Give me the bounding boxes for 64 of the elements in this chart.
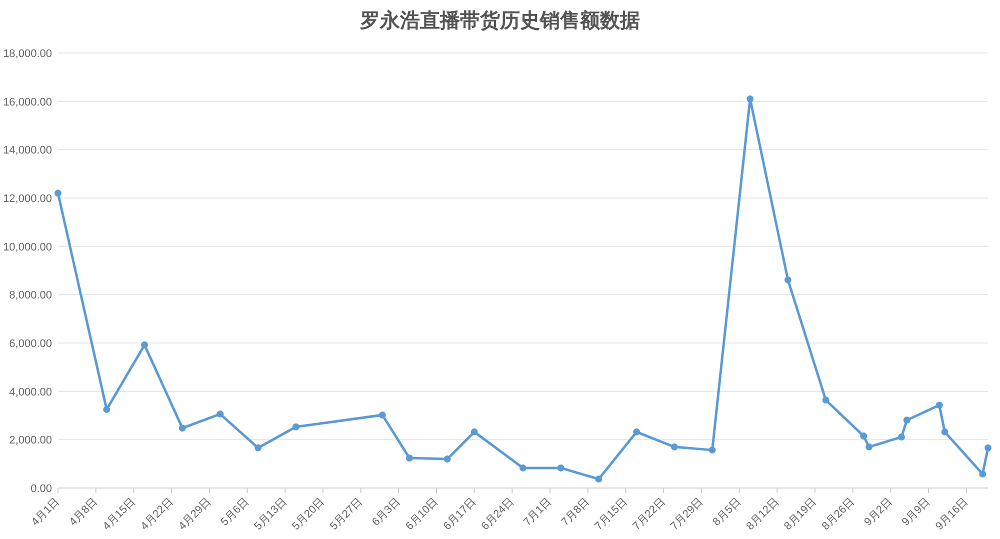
point [216,410,224,418]
x-tick-label: 4月1日 [29,496,62,528]
point [860,432,868,440]
x-tick-label: 6月3日 [370,496,403,528]
point [595,476,602,483]
x-tick-label: 4月8日 [67,496,100,528]
x-tick-label: 5月27日 [328,496,365,533]
point [520,464,526,472]
point [633,428,640,436]
point [979,470,986,478]
x-tick-label: 5月13日 [252,496,290,533]
y-tick-label: 10,000.00 [3,241,52,254]
x-tick-label: 8月5日 [710,496,744,528]
x-tick-label: 9月16日 [933,496,970,533]
chart-title: 罗永浩直播带货历史销售额数据 [359,9,640,32]
x-tick-label: 4月29日 [176,496,214,533]
x-tick-label: 5月6日 [218,496,252,528]
x-tick-label: 7月15日 [592,496,630,533]
x-tick-label: 6月10日 [404,496,441,533]
point [557,464,564,472]
point [292,423,300,430]
point [141,341,148,348]
point [984,444,992,452]
point [746,95,754,102]
point [822,396,830,404]
point [444,456,451,462]
point [54,190,62,197]
point [941,428,948,436]
y-tick-label: 4,000.00 [9,386,52,398]
x-tick-label: 7月8日 [559,496,592,528]
point [866,443,873,450]
point [103,406,110,413]
y-tick-label: 2,000.00 [9,434,52,447]
point [470,428,478,436]
x-tick-label: 8月12日 [744,496,782,533]
point [178,424,186,432]
point [898,434,905,441]
y-tick-label: 18,000.00 [3,48,52,60]
x-tick-label: 8月19日 [782,496,820,533]
y-tick-label: 0.00 [30,483,52,495]
y-tick-label: 14,000.00 [3,144,52,157]
x-tick-label: 4月15日 [100,496,138,533]
x-tick-label: 9月9日 [900,496,933,528]
x-tick-label: 7月1日 [521,496,554,528]
point [406,454,413,462]
point [708,446,716,454]
point [670,443,678,450]
point [903,416,910,424]
x-tick-label: 6月24日 [479,496,516,533]
x-tick-label: 7月22日 [630,496,668,533]
x-tick-label: 8月26日 [820,496,857,533]
point [784,276,792,284]
x-tick-label: 4月22日 [138,496,176,533]
y-tick-label: 6,000.00 [9,338,52,350]
x-tick-label: 6月17日 [441,496,478,533]
point [936,402,943,409]
x-tick-label: 5月20日 [290,496,328,533]
x-tick-label: 7月29日 [668,496,706,533]
point [254,444,262,452]
y-tick-label: 12,000.00 [3,193,52,205]
y-tick-label: 8,000.00 [9,290,52,302]
x-tick-label: 9月2日 [862,496,895,528]
point [378,412,386,419]
y-tick-label: 16,000.00 [3,96,52,108]
